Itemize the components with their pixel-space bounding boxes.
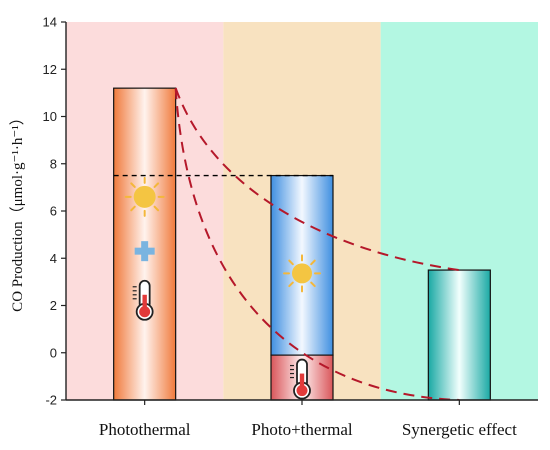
x-category-label: Photothermal: [99, 420, 191, 439]
y-tick-label: 2: [50, 298, 57, 313]
y-tick-label: 14: [43, 15, 57, 30]
trend-curve-upper: [174, 87, 460, 272]
y-tick-label: 12: [43, 62, 57, 77]
sun-icon: [283, 254, 321, 293]
plus-icon: [134, 241, 155, 262]
y-tick-label: 6: [50, 204, 57, 219]
y-axis-label: CO Production（μmol·g⁻¹·h⁻¹）: [9, 110, 26, 312]
bar-photothermal: [113, 87, 177, 401]
axes: -2 0 2 4 6 8 10 12 14 Photothermal Photo+thermal Sy…: [43, 15, 538, 439]
x-category-label: Photo+thermal: [251, 420, 352, 439]
y-tick-label: 10: [43, 109, 57, 124]
thermometer-icon: [132, 279, 154, 321]
bar-synergetic-effect: [427, 269, 491, 401]
y-tick-label: 0: [50, 345, 57, 360]
trend-curves: [174, 87, 460, 400]
thermometer-icon: [290, 358, 311, 400]
bars: [113, 87, 491, 401]
sun-icon: [124, 176, 165, 217]
y-tick-label: 8: [50, 156, 57, 171]
y-tick-label: 4: [50, 251, 57, 266]
icons: [124, 176, 321, 400]
y-tick-label: -2: [45, 393, 57, 408]
x-category-label: Synergetic effect: [402, 420, 517, 439]
